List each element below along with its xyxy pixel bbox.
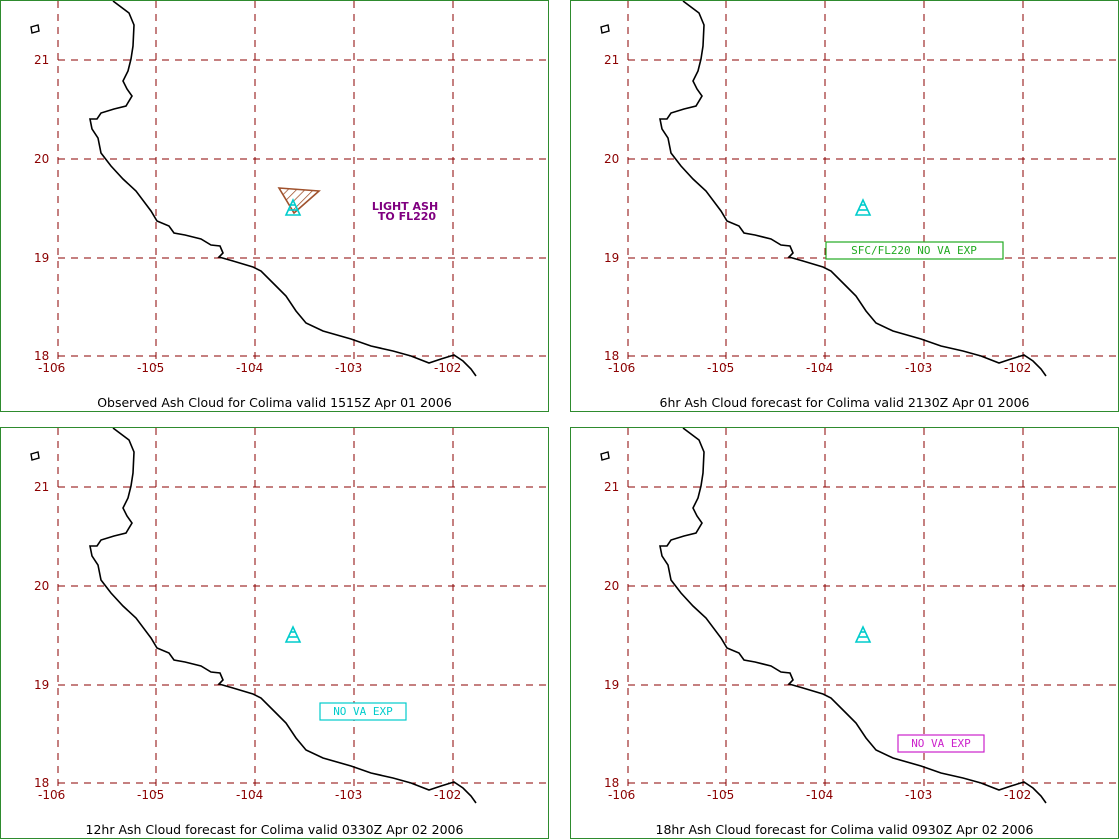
lat-label: 18	[34, 349, 49, 363]
lon-label: -104	[236, 788, 263, 802]
lat-label: 20	[34, 579, 49, 593]
volcano-icon	[284, 198, 302, 216]
lat-lon-grid	[627, 428, 1118, 793]
lat-label: 19	[604, 678, 619, 692]
coastline	[30, 428, 477, 804]
lat-label: 21	[34, 480, 49, 494]
coastline	[30, 1, 477, 377]
lon-label: -103	[905, 361, 932, 375]
lon-label: -102	[1004, 788, 1031, 802]
ash-map: 21 20 19 18 -106 -105 -104 -103 -102	[30, 1, 548, 377]
forecast-18hr-panel: 21 20 19 18 -106 -105 -104 -103 -102 NO …	[570, 427, 1119, 839]
forecast-label-box: SFC/FL220 NO VA EXP	[825, 241, 1004, 260]
lat-labels: 21 20 19 18	[604, 480, 619, 790]
lon-label: -103	[335, 361, 362, 375]
ash-annotation-line1: LIGHT ASH	[372, 200, 438, 213]
lon-label: -104	[806, 361, 833, 375]
volcano-icon	[854, 198, 872, 216]
lon-label: -106	[38, 788, 65, 802]
lon-label: -105	[707, 361, 734, 375]
lat-lon-grid	[627, 1, 1118, 366]
lat-labels: 21 20 19 18	[34, 53, 49, 363]
ash-map: 21 20 19 18 -106 -105 -104 -103 -102 SFC…	[600, 1, 1118, 377]
lon-label: -106	[608, 361, 635, 375]
lat-label: 19	[34, 251, 49, 265]
coastline	[600, 428, 1047, 804]
panel-caption: Observed Ash Cloud for Colima valid 1515…	[97, 395, 452, 410]
lon-label: -102	[1004, 361, 1031, 375]
panel-caption: 18hr Ash Cloud forecast for Colima valid…	[655, 822, 1034, 837]
lon-label: -102	[434, 361, 461, 375]
lat-label: 18	[604, 776, 619, 790]
lon-label: -102	[434, 788, 461, 802]
lon-labels: -106 -105 -104 -103 -102	[38, 788, 461, 802]
volcano-icon	[284, 625, 302, 643]
panel-caption: 6hr Ash Cloud forecast for Colima valid …	[659, 395, 1030, 410]
lat-label: 20	[604, 152, 619, 166]
lon-label: -103	[905, 788, 932, 802]
ash-annotation: LIGHT ASH TO FL220	[372, 200, 438, 223]
lon-labels: -106 -105 -104 -103 -102	[38, 361, 461, 375]
forecast-6hr-panel: 21 20 19 18 -106 -105 -104 -103 -102 SFC…	[570, 0, 1119, 412]
lat-labels: 21 20 19 18	[34, 480, 49, 790]
lat-label: 18	[34, 776, 49, 790]
volcano-icon	[854, 625, 872, 643]
panel-caption: 12hr Ash Cloud forecast for Colima valid…	[85, 822, 464, 837]
lat-label: 21	[604, 480, 619, 494]
lon-label: -103	[335, 788, 362, 802]
ash-map: 21 20 19 18 -106 -105 -104 -103 -102 NO …	[30, 428, 548, 804]
lon-label: -105	[137, 361, 164, 375]
forecast-label-box: NO VA EXP	[897, 734, 985, 753]
lat-label: 21	[604, 53, 619, 67]
lon-label: -105	[137, 788, 164, 802]
forecast-12hr-panel: 21 20 19 18 -106 -105 -104 -103 -102 NO …	[0, 427, 549, 839]
lon-label: -106	[608, 788, 635, 802]
ash-annotation-line2: TO FL220	[378, 210, 437, 223]
lon-labels: -106 -105 -104 -103 -102	[608, 361, 1031, 375]
lat-label: 20	[604, 579, 619, 593]
lon-label: -104	[806, 788, 833, 802]
lat-label: 21	[34, 53, 49, 67]
observed-ash-panel: 21 20 19 18 -106 -105 -104 -103 -102	[0, 0, 549, 412]
forecast-label: NO VA EXP	[911, 737, 971, 750]
lat-label: 18	[604, 349, 619, 363]
lon-label: -104	[236, 361, 263, 375]
lat-label: 19	[604, 251, 619, 265]
ash-cloud-area	[277, 187, 321, 215]
lat-label: 20	[34, 152, 49, 166]
lon-label: -105	[707, 788, 734, 802]
lat-lon-grid	[57, 428, 548, 793]
lat-label: 19	[34, 678, 49, 692]
forecast-label-box: NO VA EXP	[319, 702, 407, 721]
ash-map: 21 20 19 18 -106 -105 -104 -103 -102 NO …	[600, 428, 1118, 804]
lon-label: -106	[38, 361, 65, 375]
coastline	[600, 1, 1047, 377]
forecast-label: NO VA EXP	[333, 705, 393, 718]
lat-labels: 21 20 19 18	[604, 53, 619, 363]
forecast-label: SFC/FL220 NO VA EXP	[851, 244, 977, 257]
lat-lon-grid	[57, 1, 548, 366]
lon-labels: -106 -105 -104 -103 -102	[608, 788, 1031, 802]
